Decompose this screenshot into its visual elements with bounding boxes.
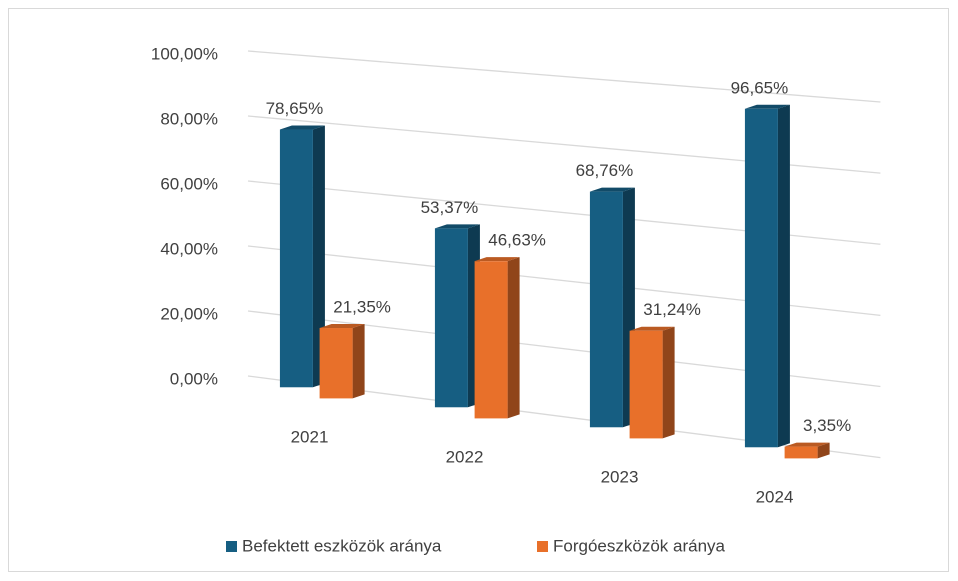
y-tick-label: 20,00% — [160, 304, 218, 323]
x-tick-label: 2024 — [756, 487, 794, 506]
legend-swatch — [226, 541, 237, 552]
bar — [474, 257, 520, 419]
bar-side — [507, 257, 520, 419]
bar-front — [784, 446, 818, 459]
bar-front — [629, 330, 663, 439]
bar-top — [434, 224, 480, 229]
bar-top — [474, 257, 520, 262]
bar-top — [279, 125, 325, 130]
bar — [279, 125, 325, 388]
y-tick-label: 100,00% — [151, 44, 218, 63]
bar-front — [589, 191, 623, 428]
bar-side — [817, 442, 830, 459]
bar — [629, 326, 675, 439]
legend-swatch — [537, 541, 548, 552]
bar-top — [784, 442, 830, 447]
bar-top — [589, 187, 635, 192]
y-tick-label: 80,00% — [160, 109, 218, 128]
bar-top — [744, 104, 790, 109]
bar — [784, 442, 830, 459]
data-label: 21,35% — [333, 298, 391, 317]
y-tick-label: 60,00% — [160, 174, 218, 193]
legend-label: Befektett eszközök aránya — [242, 536, 442, 555]
bar-front — [474, 261, 508, 419]
legend-label: Forgóeszközök aránya — [553, 536, 726, 555]
bar-front — [319, 328, 353, 399]
data-label: 96,65% — [731, 78, 789, 97]
bar-top — [319, 324, 365, 329]
y-tick-label: 40,00% — [160, 239, 218, 258]
bar — [434, 224, 480, 408]
x-tick-label: 2023 — [601, 467, 639, 486]
data-label: 3,35% — [803, 416, 851, 435]
data-label: 31,24% — [643, 300, 701, 319]
data-label: 68,76% — [576, 161, 634, 180]
bar-front — [744, 108, 778, 448]
bar-side — [662, 326, 675, 439]
bar-side — [777, 104, 790, 448]
bar-side — [312, 125, 325, 388]
data-label: 53,37% — [421, 198, 479, 217]
bar-top — [629, 326, 675, 331]
bar — [589, 187, 635, 428]
bar-side — [352, 324, 365, 399]
x-tick-label: 2021 — [291, 427, 329, 446]
bar — [744, 104, 790, 448]
bar-front — [434, 228, 468, 408]
y-tick-label: 0,00% — [170, 369, 218, 388]
x-tick-label: 2022 — [446, 447, 484, 466]
grid-line — [247, 50, 881, 103]
data-label: 46,63% — [488, 231, 546, 250]
bar — [319, 324, 365, 399]
bar-front — [279, 129, 313, 388]
data-label: 78,65% — [266, 99, 324, 118]
